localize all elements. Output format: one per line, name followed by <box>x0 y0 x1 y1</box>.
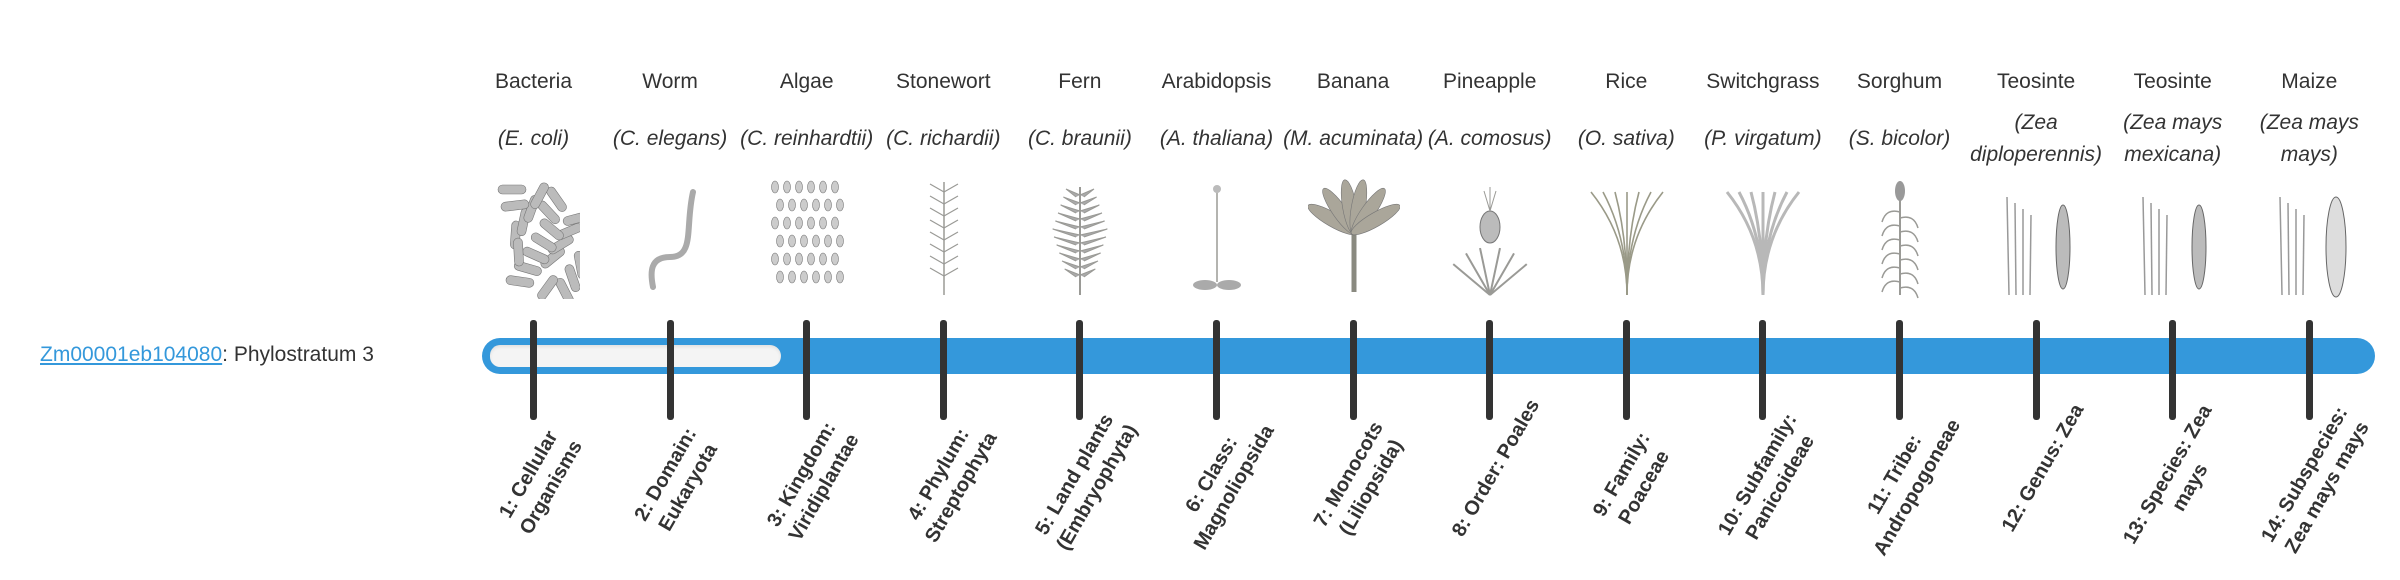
latin-name-text: (C. braunii) <box>1027 127 1132 150</box>
stratum-label: 6: Class: Magnoliopsida <box>1181 421 1279 554</box>
stratum-label: 10: Subfamily: Panicoideae <box>1714 409 1820 544</box>
switchgrass-icon <box>1717 177 1809 299</box>
latin-name: (C. reinhardtii) <box>734 99 879 179</box>
common-name: Teosinte <box>2133 70 2212 93</box>
stratum-tick <box>530 320 537 420</box>
latin-name: (C. richardii) <box>871 99 1016 179</box>
latin-name: (Zea mays mays) <box>2237 99 2382 179</box>
latin-name-text: (C. richardii) <box>886 127 1001 150</box>
common-name: Stonewort <box>896 70 991 93</box>
latin-name: (C. braunii) <box>1007 99 1152 179</box>
stratum-tick <box>1213 320 1220 420</box>
stratum-tick <box>1759 320 1767 420</box>
stonewort-icon <box>898 177 990 299</box>
sorghum-icon <box>1854 177 1946 299</box>
latin-name: (C. elegans) <box>598 99 743 179</box>
common-name: Teosinte <box>1996 70 2076 93</box>
arabidopsis-icon <box>1171 177 1263 299</box>
worm-icon <box>625 177 717 299</box>
stratum-label: 1: Cellular Organisms <box>495 427 587 539</box>
gene-separator: : <box>222 343 234 366</box>
stratum-tick <box>2305 320 2313 420</box>
latin-name-text: (E. coli) <box>497 127 570 150</box>
latin-name-text: (S. bicolor) <box>1848 127 1951 150</box>
phylostratum-bar <box>482 338 2375 374</box>
common-name: Maize <box>2281 70 2338 93</box>
latin-name: (A. comosus) <box>1417 99 1562 179</box>
common-name: Pineapple <box>1442 70 1537 93</box>
common-name: Rice <box>1605 70 1648 93</box>
latin-name-text: (Zea mays mexicana) <box>2123 111 2223 166</box>
latin-name: (P. virgatum) <box>1690 99 1835 179</box>
stratum-tick <box>1622 320 1630 420</box>
fern-icon <box>1034 177 1126 299</box>
stratum-label: 5: Land plants (Embryophyta) <box>1031 410 1143 555</box>
stratum-tick <box>2032 320 2040 420</box>
maize-icon <box>2264 177 2356 299</box>
latin-name-text: (C. elegans) <box>612 127 728 150</box>
latin-name: (E. coli) <box>461 99 606 179</box>
stratum-label: 14: Subspecies: Zea mays mays <box>2256 403 2374 558</box>
latin-name: (S. bicolor) <box>1827 99 1972 179</box>
stratum-tick <box>1349 320 1357 420</box>
latin-name: (O. sativa) <box>1554 99 1699 179</box>
latin-name-text: (P. virgatum) <box>1704 127 1822 150</box>
latin-name-text: (Zea mays mays) <box>2259 111 2359 166</box>
stratum-tick <box>1486 320 1494 420</box>
latin-name-text: (O. sativa) <box>1577 127 1675 150</box>
common-name: Banana <box>1316 70 1390 93</box>
latin-name-text: (C. reinhardtii) <box>740 127 874 150</box>
stratum-label: 2: Domain: Eukaryota <box>629 424 722 535</box>
bacteria-icon <box>488 177 591 305</box>
latin-name-text: (M. acuminata) <box>1283 127 1424 150</box>
latin-name: (Zea mays mexicana) <box>2100 99 2245 179</box>
latin-name: (A. thaliana) <box>1144 99 1289 179</box>
rice-icon <box>1581 177 1673 299</box>
common-name: Arabidopsis <box>1161 70 1272 93</box>
common-name: Bacteria <box>494 70 573 93</box>
teosinte-icon <box>1991 177 2083 299</box>
stratum-tick <box>1076 320 1084 420</box>
stratum-label: 7: Monocots (Liliopsida) <box>1309 417 1408 540</box>
common-name: Switchgrass <box>1706 70 1820 93</box>
stratum-label: 11: Tribe: Andropogoneae <box>1863 415 1966 560</box>
latin-name: (Zea diploperennis) <box>1964 99 2109 179</box>
common-name: Algae <box>779 70 834 93</box>
stratum-tick <box>666 320 674 420</box>
gene-label: Zm00001eb104080: Phylostratum 3 <box>40 340 374 370</box>
stratum-label: 13: Species: Zea mays <box>2119 401 2217 548</box>
latin-name-text: (A. thaliana) <box>1159 127 1274 150</box>
teosinte-icon <box>2127 177 2219 299</box>
stratum-tick <box>803 320 811 420</box>
stratum-label: 8: Order: Poales <box>1448 395 1545 541</box>
stratum-tick <box>1896 320 1903 420</box>
latin-name-text: (Zea diploperennis) <box>1970 111 2103 166</box>
pineapple-icon <box>1444 177 1536 299</box>
stratum-label: 3: Kingdom: Viridiplantae <box>763 418 864 545</box>
latin-name: (M. acuminata) <box>1281 99 1426 179</box>
gene-link[interactable]: Zm00001eb104080 <box>40 343 223 366</box>
stratum-tick <box>2169 320 2177 420</box>
banana-icon <box>1307 177 1401 299</box>
common-name: Sorghum <box>1856 70 1943 93</box>
phylostratum-label: Phylostratum 3 <box>233 343 374 366</box>
stratum-tick <box>939 320 947 420</box>
stratum-label: 9: Family: Poaceae <box>1588 428 1674 529</box>
stratum-label: 4: Phylum: Streptophyta <box>903 424 1002 547</box>
common-name: Worm <box>642 70 698 93</box>
stratum-label: 12: Genus: Zea <box>1997 400 2088 536</box>
phylostratum-bar-unfilled <box>490 345 782 367</box>
latin-name-text: (A. comosus) <box>1427 127 1552 150</box>
algae-icon <box>761 177 853 299</box>
common-name: Fern <box>1058 70 1102 93</box>
